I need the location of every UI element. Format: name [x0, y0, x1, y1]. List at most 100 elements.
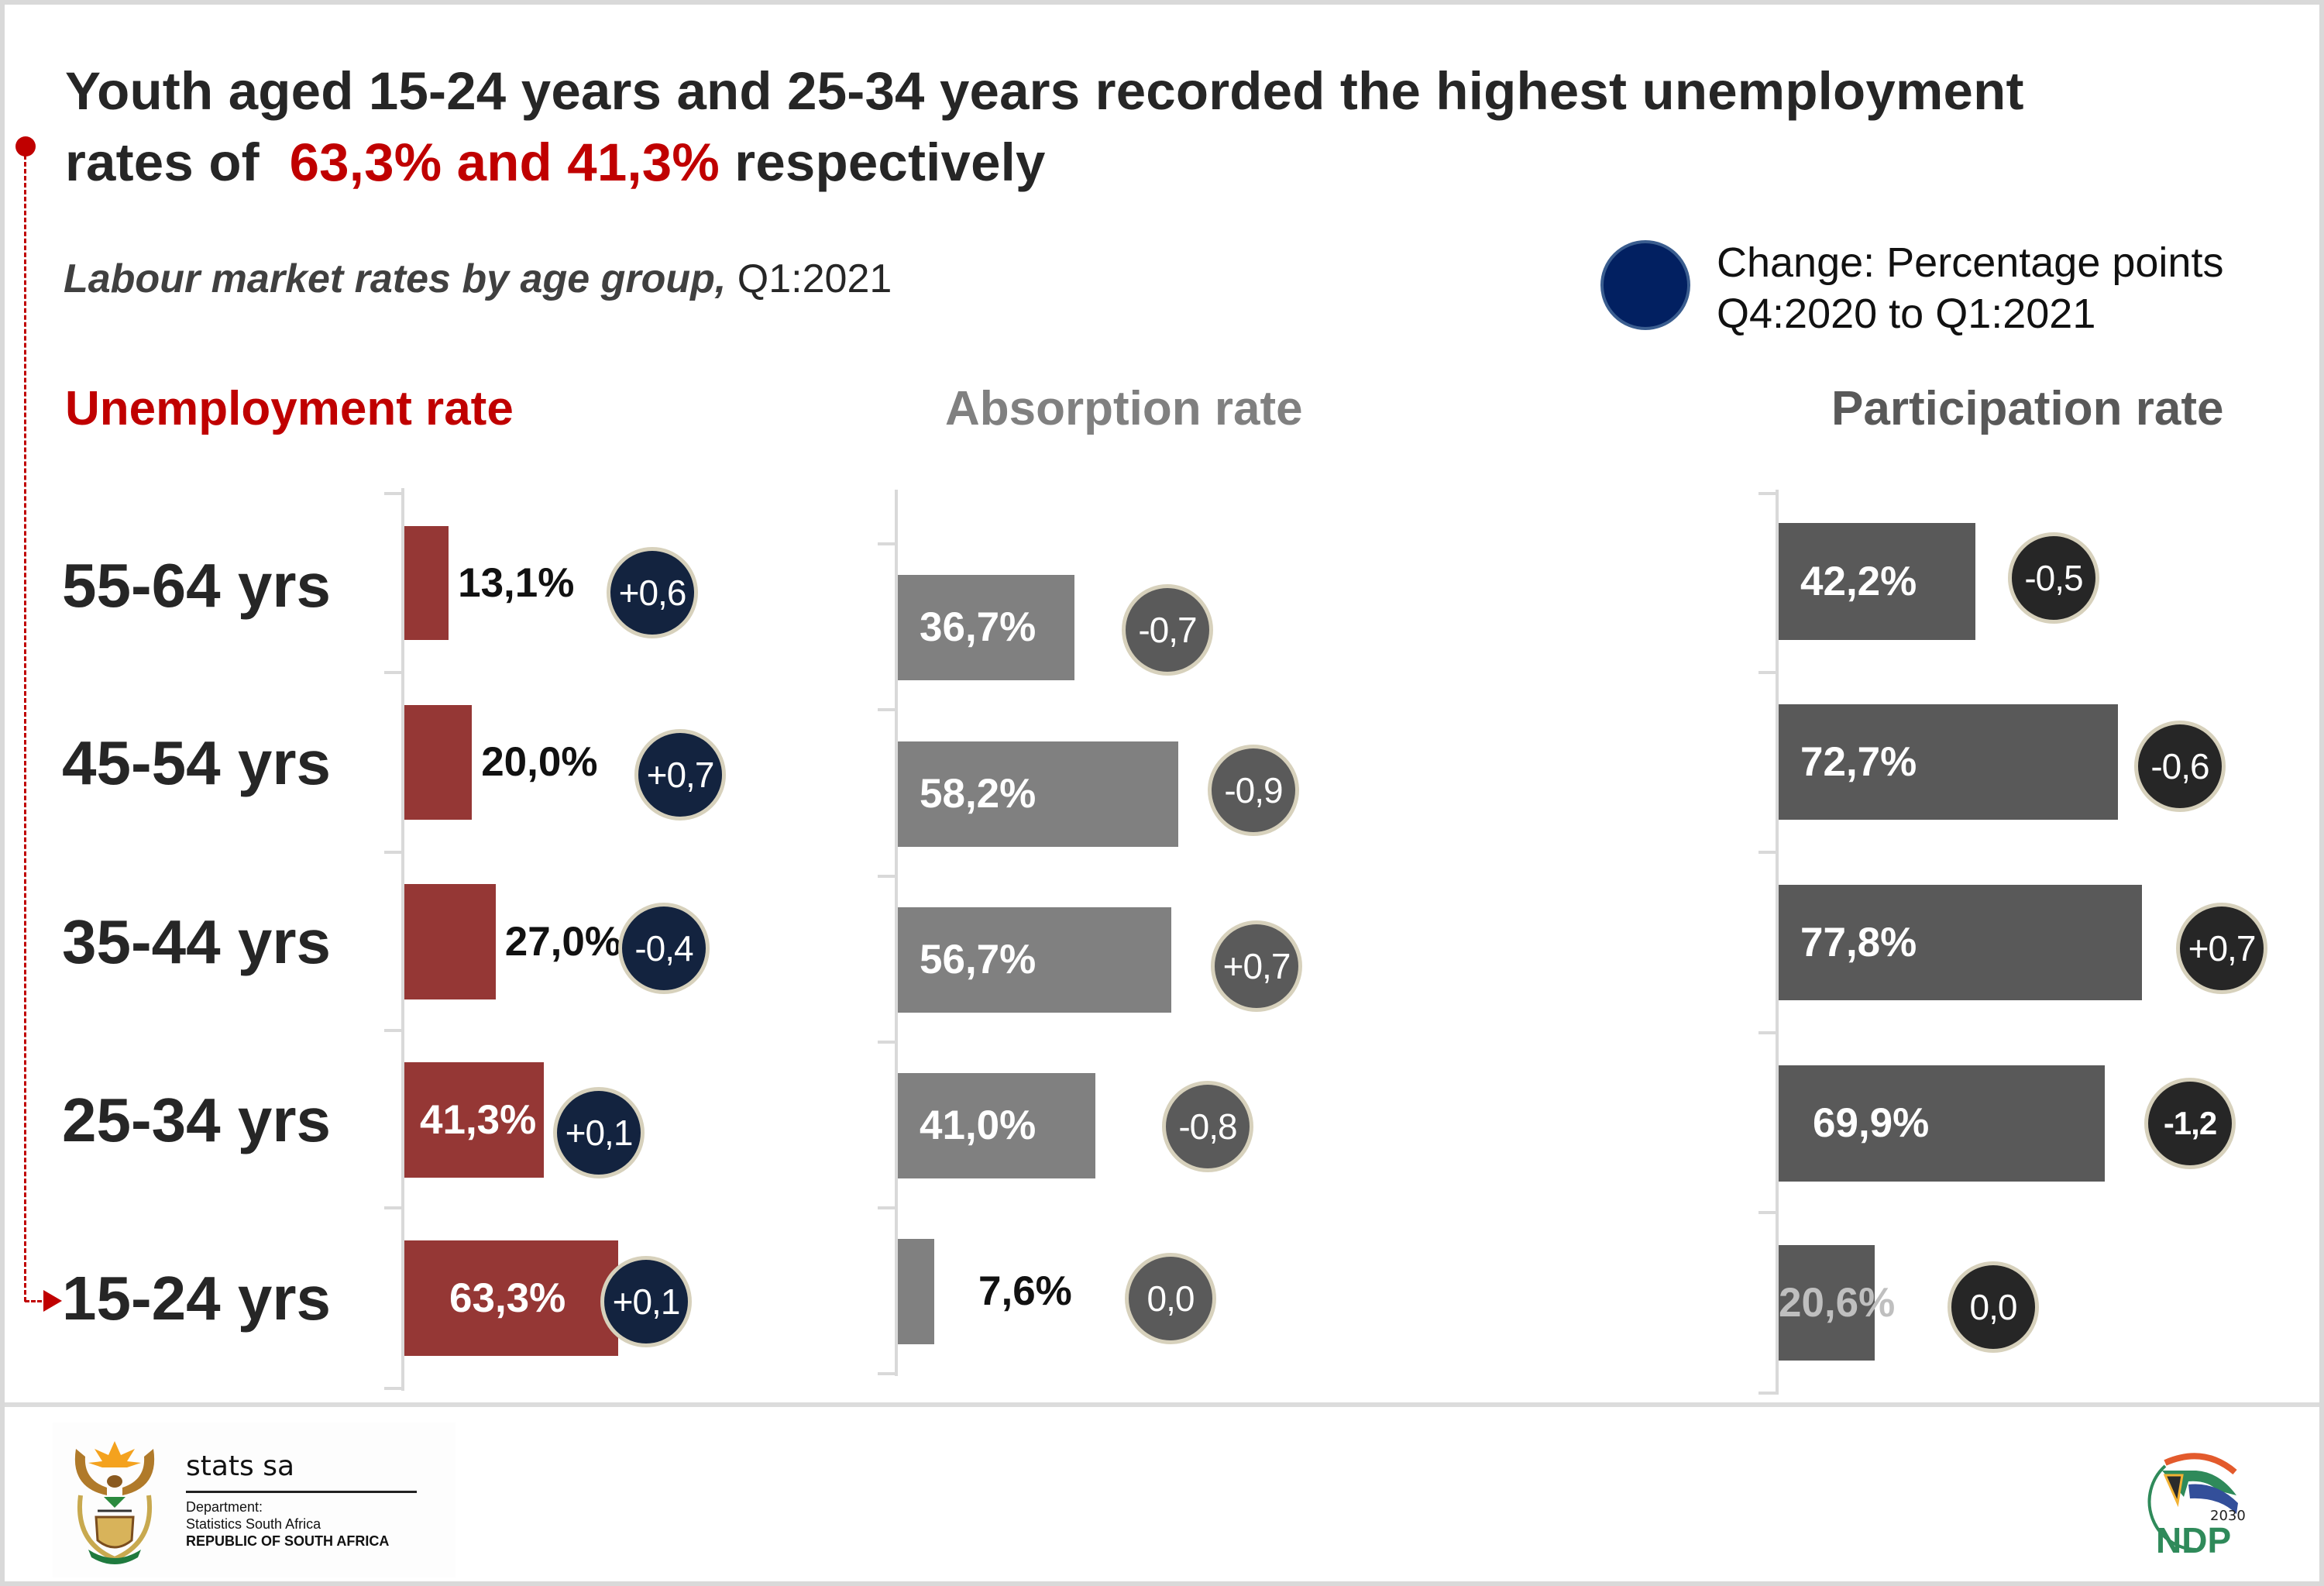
ndp-2030-logo-icon: 2030 NDP — [2147, 1453, 2246, 1557]
country-name: REPUBLIC OF SOUTH AFRICA — [186, 1533, 390, 1549]
participation-value-label: 77,8% — [1800, 919, 1917, 965]
unemployment-bar — [404, 526, 449, 640]
legend-line-1: Change: Percentage points — [1717, 239, 2224, 286]
subtitle-period: Q1:2021 — [726, 256, 892, 301]
participation-change-badge: 0,0 — [1948, 1261, 2039, 1353]
absorption-change-badge: 0,0 — [1125, 1253, 1216, 1344]
department-name: Statistics South Africa — [186, 1516, 321, 1532]
absorption-value-label: 58,2% — [920, 771, 1037, 817]
absorption-bar — [898, 1073, 1096, 1178]
absorption-axis-tick — [878, 542, 896, 545]
absorption-value-label: 56,7% — [920, 937, 1037, 982]
unemployment-bar — [404, 1240, 618, 1356]
participation-value-label: 72,7% — [1800, 738, 1917, 785]
absorption-axis-tick — [878, 1041, 896, 1044]
unemployment-change-badge: +0,7 — [634, 729, 726, 821]
row-label-45-54: 45-54 yrs — [62, 728, 331, 797]
participation-axis-tick — [1758, 671, 1777, 674]
header-absorption-rate: Absorption rate — [945, 382, 1303, 435]
unemployment-axis-tick — [384, 492, 403, 495]
absorption-value-label: 36,7% — [920, 604, 1037, 650]
coat-of-arms-icon — [74, 1441, 155, 1564]
ndp-text: NDP — [2156, 1520, 2231, 1557]
participation-value-label: 42,2% — [1800, 558, 1917, 604]
connector-dashed-elbow — [25, 1300, 48, 1302]
unemployment-axis-tick — [384, 671, 403, 674]
unemployment-bar — [404, 705, 473, 820]
row-label-35-44: 35-44 yrs — [62, 907, 331, 976]
participation-axis-tick — [1758, 492, 1777, 495]
participation-value-label: 20,6% — [1779, 1279, 1896, 1326]
participation-axis-tick — [1758, 1392, 1777, 1395]
header-participation-rate: Participation rate — [1831, 382, 2224, 435]
unemployment-value-label: 20,0% — [481, 739, 598, 785]
connector-arrow-icon — [43, 1290, 62, 1312]
absorption-axis-tick — [878, 1206, 896, 1209]
absorption-bar — [898, 907, 1171, 1013]
unemployment-axis-tick — [384, 1029, 403, 1032]
unemployment-axis-line — [401, 488, 404, 1391]
ndp-year: 2030 — [2210, 1508, 2246, 1524]
title-line-2-suffix: respectively — [719, 132, 1046, 192]
participation-bar — [1779, 1245, 1875, 1361]
legend-line-2: Q4:2020 to Q1:2021 — [1717, 291, 2096, 337]
absorption-axis-tick — [878, 875, 896, 878]
unemployment-value-label: 63,3% — [449, 1275, 566, 1321]
unemployment-axis-tick — [384, 1206, 403, 1209]
unemployment-change-badge: +0,6 — [607, 547, 698, 638]
participation-bar — [1779, 523, 1976, 640]
subtitle-italic: Labour market rates by age group, — [64, 256, 727, 301]
participation-axis-tick — [1758, 851, 1777, 854]
slide-title: Youth aged 15-24 years and 25-34 years r… — [65, 56, 2296, 198]
department-text: Department: Statistics South Africa REPU… — [186, 1498, 389, 1550]
participation-axis-tick — [1758, 1031, 1777, 1034]
participation-axis-line — [1776, 490, 1779, 1395]
unemployment-axis-tick — [384, 1387, 403, 1390]
org-name-rule — [186, 1491, 417, 1493]
absorption-change-badge: -0,8 — [1162, 1081, 1253, 1172]
participation-change-badge: -0,6 — [2134, 721, 2226, 812]
unemployment-change-badge: +0,1 — [600, 1256, 692, 1347]
unemployment-change-badge: +0,1 — [553, 1087, 645, 1178]
absorption-value-label: 41,0% — [920, 1103, 1037, 1148]
unemployment-value-label: 41,3% — [420, 1096, 537, 1143]
title-line-2-prefix: rates of — [65, 132, 275, 192]
absorption-change-badge: -0,7 — [1122, 584, 1213, 676]
participation-bar — [1779, 885, 2143, 1000]
title-highlight: 63,3% and 41,3% — [289, 132, 720, 192]
absorption-change-badge: -0,9 — [1208, 745, 1299, 836]
unemployment-axis-tick — [384, 851, 403, 854]
participation-change-badge: -0,5 — [2008, 532, 2099, 624]
row-label-15-24: 15-24 yrs — [62, 1264, 331, 1333]
absorption-change-badge: +0,7 — [1211, 920, 1302, 1012]
connector-dashed-line — [24, 155, 26, 1302]
legend-change-circle-icon — [1600, 240, 1690, 330]
unemployment-bar — [404, 1062, 545, 1178]
absorption-bar — [898, 575, 1075, 680]
title-line-2: rates of 63,3% and 41,3% respectively — [65, 127, 2296, 198]
title-line-1: Youth aged 15-24 years and 25-34 years r… — [65, 61, 2024, 121]
absorption-axis-line — [895, 490, 898, 1376]
absorption-axis-tick — [878, 1372, 896, 1375]
absorption-bar — [898, 1239, 935, 1344]
footer-separator — [5, 1402, 2319, 1407]
unemployment-bar — [404, 884, 496, 999]
legend-text: Change: Percentage points Q4:2020 to Q1:… — [1717, 237, 2223, 339]
participation-change-badge: +0,7 — [2176, 903, 2267, 994]
chart-subtitle: Labour market rates by age group, Q1:202… — [64, 256, 892, 302]
absorption-axis-tick — [878, 708, 896, 711]
org-name: stats sa — [186, 1450, 295, 1482]
participation-bar — [1779, 1065, 2106, 1182]
unemployment-value-label: 27,0% — [504, 918, 621, 965]
row-label-25-34: 25-34 yrs — [62, 1085, 331, 1154]
absorption-bar — [898, 741, 1178, 847]
participation-axis-tick — [1758, 1211, 1777, 1214]
absorption-value-label: 7,6% — [978, 1268, 1072, 1314]
unemployment-value-label: 13,1% — [458, 559, 575, 606]
unemployment-change-badge: -0,4 — [618, 903, 710, 994]
participation-change-badge: -1,2 — [2144, 1078, 2236, 1169]
participation-value-label: 69,9% — [1813, 1100, 1930, 1146]
row-label-55-64: 55-64 yrs — [62, 551, 331, 620]
department-label: Department: — [186, 1499, 263, 1515]
